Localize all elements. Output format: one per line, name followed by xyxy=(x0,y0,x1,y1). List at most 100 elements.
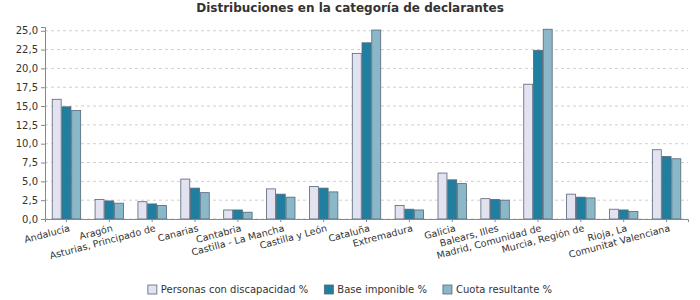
y-tick: 5,0 xyxy=(22,176,45,187)
chart: Distribuciones en la categoría de declar… xyxy=(0,0,700,300)
x-tick-mark xyxy=(195,219,196,222)
y-tick: 25,0 xyxy=(16,25,45,36)
plot: 0,0 2,5 5,0 7,5 10,0 12,5 15,0 17,5 20,0 22,5 25,0… xyxy=(16,25,689,261)
bar xyxy=(524,84,533,219)
bar xyxy=(500,200,509,219)
x-tick-mark xyxy=(323,219,324,222)
y-tick: 7,5 xyxy=(22,157,45,168)
bar xyxy=(491,199,500,219)
legend-item: Cuota resultante % xyxy=(443,284,552,295)
x-tick-label: Andalucía xyxy=(23,222,71,245)
x-tick-label: Asturias, Principado de xyxy=(48,222,156,261)
y-tick-label: 0,0 xyxy=(22,214,38,225)
bar xyxy=(372,30,381,219)
x-tick-mark xyxy=(409,219,410,222)
x-tick-mark xyxy=(580,219,581,222)
bar xyxy=(138,202,147,219)
y-tick-mark xyxy=(41,181,45,182)
y-tick-label: 15,0 xyxy=(16,101,38,112)
y-tick-label: 10,0 xyxy=(16,138,38,149)
x-tick: Comunitat Valenciana xyxy=(567,219,671,260)
bar xyxy=(576,197,585,219)
y-axis: 0,0 2,5 5,0 7,5 10,0 12,5 15,0 17,5 20,0 22,5 25,0 xyxy=(16,25,46,224)
bars xyxy=(52,29,681,219)
legend-swatch xyxy=(443,285,452,294)
y-tick-mark xyxy=(41,106,45,107)
bar xyxy=(586,198,595,219)
y-tick-mark xyxy=(41,219,45,220)
bar xyxy=(276,194,285,219)
x-tick-mark xyxy=(109,219,110,222)
x-tick-label: Castilla y León xyxy=(258,222,328,251)
y-tick: 17,5 xyxy=(16,82,45,93)
y-tick-label: 12,5 xyxy=(16,120,38,131)
x-tick-mark xyxy=(495,219,496,222)
y-tick: 0,0 xyxy=(22,214,45,225)
bar xyxy=(362,43,371,219)
legend-swatch xyxy=(148,285,157,294)
bar xyxy=(672,159,681,219)
bar xyxy=(105,201,114,219)
x-axis: AndalucíaAragónAsturias, Principado deCa… xyxy=(23,219,689,261)
y-tick-label: 7,5 xyxy=(22,157,38,168)
legend-swatch xyxy=(324,285,333,294)
bar xyxy=(567,194,576,219)
x-tick-label: Comunitat Valenciana xyxy=(567,222,671,260)
bar xyxy=(62,107,71,219)
bar xyxy=(438,173,447,219)
x-tick: Andalucía xyxy=(23,219,71,245)
x-tick-mark xyxy=(237,219,238,222)
x-tick-mark xyxy=(280,219,281,222)
bar xyxy=(72,111,81,219)
grid xyxy=(45,31,688,219)
bar xyxy=(157,205,166,219)
bar xyxy=(309,187,318,219)
x-tick-mark xyxy=(623,219,624,222)
bar xyxy=(395,205,404,219)
y-tick-label: 25,0 xyxy=(16,25,38,36)
x-tick: Castilla y León xyxy=(258,219,328,251)
x-tick-label: Extremadura xyxy=(351,222,413,249)
x-tick-mark xyxy=(666,219,667,222)
y-tick-label: 17,5 xyxy=(16,82,38,93)
y-tick-mark xyxy=(41,68,45,69)
bar xyxy=(200,193,209,219)
bar xyxy=(319,188,328,219)
x-tick-mark xyxy=(152,219,153,222)
x-tick-label: Canarias xyxy=(156,222,199,243)
y-tick: 20,0 xyxy=(16,63,45,74)
y-tick-label: 20,0 xyxy=(16,63,38,74)
y-tick-mark xyxy=(41,31,45,32)
bar xyxy=(191,188,200,219)
legend-label: Personas con discapacidad % xyxy=(161,284,308,295)
bar xyxy=(267,189,276,219)
bar xyxy=(181,179,190,219)
y-axis-line xyxy=(41,28,46,220)
y-tick: 22,5 xyxy=(16,44,45,55)
title: Distribuciones en la categoría de declar… xyxy=(196,1,504,15)
bar xyxy=(448,180,457,219)
bar xyxy=(352,53,361,219)
bar xyxy=(286,197,295,219)
series xyxy=(52,53,661,219)
bar xyxy=(662,157,671,219)
y-tick-mark xyxy=(41,144,45,145)
y-tick-mark xyxy=(41,125,45,126)
y-tick-label: 22,5 xyxy=(16,44,38,55)
bar xyxy=(629,211,638,219)
y-tick-label: 2,5 xyxy=(22,195,38,206)
series xyxy=(72,29,681,219)
x-tick-mark xyxy=(366,219,367,222)
y-tick-mark xyxy=(41,87,45,88)
y-tick-mark xyxy=(41,163,45,164)
bar xyxy=(481,199,490,219)
bar xyxy=(415,210,424,219)
bar xyxy=(148,204,157,219)
y-tick-mark xyxy=(41,200,45,201)
bar xyxy=(405,209,414,219)
bar xyxy=(52,99,61,219)
x-tick-mark xyxy=(66,219,67,222)
legend-label: Cuota resultante % xyxy=(456,284,552,295)
bar xyxy=(95,199,104,219)
bar xyxy=(115,203,124,219)
